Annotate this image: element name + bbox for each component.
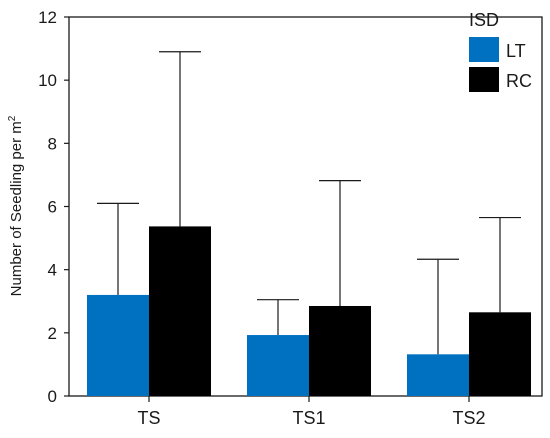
x-tick-label: TS xyxy=(137,408,160,428)
y-axis: 0 2 4 6 8 10 12 xyxy=(38,8,69,406)
bar-rc-ts2 xyxy=(469,312,531,396)
bar-rc-ts xyxy=(149,226,211,396)
y-tick-label: 0 xyxy=(48,387,57,406)
x-tick-label: TS1 xyxy=(292,408,325,428)
legend-swatch-rc xyxy=(469,67,499,92)
y-tick-label: 2 xyxy=(48,324,57,343)
y-tick-label: 10 xyxy=(38,71,57,90)
legend-title: ISD xyxy=(469,10,499,30)
x-tick-label: TS2 xyxy=(452,408,485,428)
bar-lt-ts1 xyxy=(247,335,309,396)
y-axis-title-text: Number of Seedling per m xyxy=(8,121,25,296)
legend: ISD LT RC xyxy=(469,10,532,92)
y-axis-title-superscript: 2 xyxy=(7,115,18,121)
legend-label-rc: RC xyxy=(506,71,532,91)
y-axis-title: Number of Seedling per m2 xyxy=(7,115,25,296)
legend-swatch-lt xyxy=(469,37,499,62)
error-bars xyxy=(97,51,521,355)
x-axis: TS TS1 TS2 xyxy=(137,396,486,428)
y-tick-label: 4 xyxy=(48,261,57,280)
y-tick-label: 12 xyxy=(38,8,57,27)
bar-lt-ts2 xyxy=(407,354,469,396)
legend-label-lt: LT xyxy=(506,41,526,61)
bar-lt-ts xyxy=(87,294,149,396)
bars xyxy=(87,226,531,396)
y-tick-label: 6 xyxy=(48,198,57,217)
y-tick-label: 8 xyxy=(48,134,57,153)
bar-rc-ts1 xyxy=(309,305,371,396)
